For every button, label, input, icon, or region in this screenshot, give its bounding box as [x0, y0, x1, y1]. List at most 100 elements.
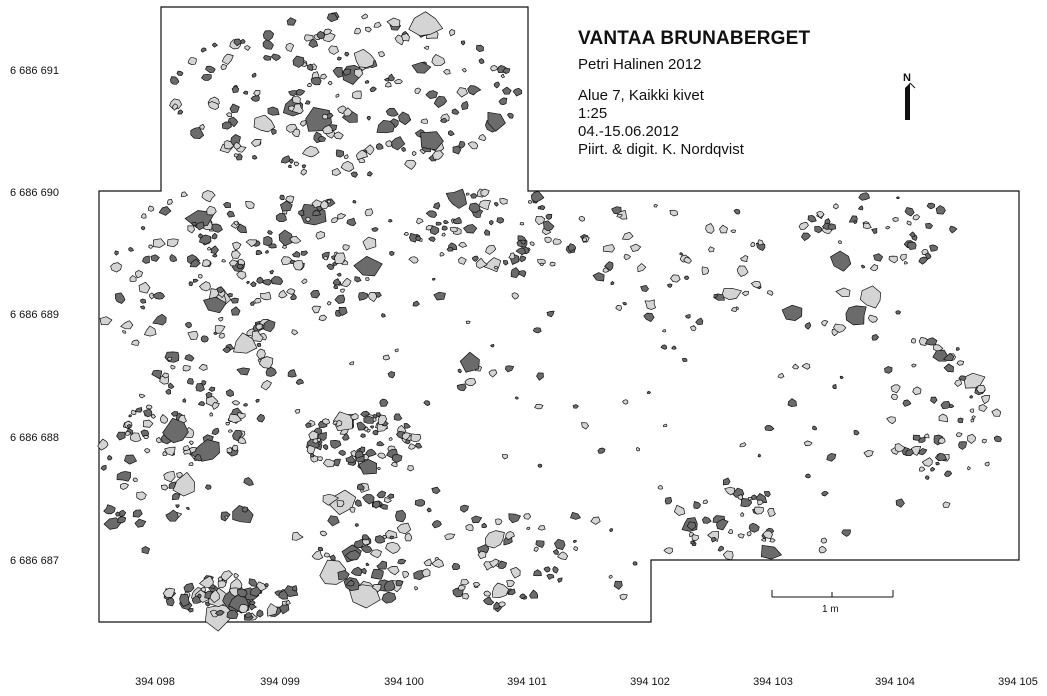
- stone: [480, 188, 490, 197]
- stone: [321, 113, 329, 120]
- stone: [760, 544, 782, 560]
- stone: [187, 608, 194, 613]
- stone: [622, 399, 629, 405]
- stone: [376, 120, 395, 134]
- stone: [826, 453, 837, 462]
- north-label: N: [903, 72, 911, 84]
- stone: [285, 42, 295, 52]
- stone: [380, 313, 386, 318]
- stone: [195, 221, 205, 231]
- stone: [256, 413, 265, 423]
- stone: [389, 251, 395, 256]
- stone: [253, 114, 276, 133]
- stone: [233, 153, 239, 158]
- stone: [411, 151, 417, 157]
- stone: [717, 545, 724, 552]
- stone: [233, 141, 242, 150]
- stone: [397, 558, 407, 565]
- stone: [611, 206, 622, 215]
- stone: [681, 357, 688, 362]
- stone: [378, 51, 385, 57]
- stone: [229, 578, 243, 590]
- stone: [456, 383, 467, 392]
- stone: [568, 243, 576, 252]
- stone: [845, 305, 867, 326]
- stone: [452, 216, 462, 225]
- stone: [924, 252, 932, 260]
- stone: [470, 193, 478, 199]
- stone: [673, 504, 686, 516]
- stone: [167, 238, 179, 248]
- stone: [458, 241, 468, 248]
- stone: [225, 422, 231, 426]
- stone: [984, 461, 990, 467]
- stone: [740, 512, 745, 517]
- stone: [924, 475, 930, 480]
- stone: [395, 580, 404, 587]
- stone: [130, 409, 137, 415]
- stone: [762, 530, 773, 540]
- stone: [170, 76, 180, 85]
- stone: [871, 334, 879, 341]
- stone: [477, 550, 487, 560]
- stone: [507, 112, 514, 119]
- stone: [335, 149, 345, 158]
- map-title: VANTAA BRUNABERGET: [578, 28, 811, 49]
- stone: [107, 455, 113, 461]
- stone: [727, 529, 734, 535]
- stone: [258, 356, 274, 369]
- stone: [375, 143, 384, 150]
- stone: [250, 95, 260, 102]
- stone: [232, 505, 254, 524]
- map-date-note: 04.-15.06.2012: [578, 123, 679, 140]
- scale-bar: [771, 590, 894, 598]
- stone: [97, 438, 109, 451]
- stone: [750, 280, 762, 289]
- stone: [643, 312, 655, 323]
- stone: [971, 415, 976, 420]
- map-title-block: VANTAA BRUNABERGET Petri Halinen 2012 Al…: [578, 28, 810, 159]
- stone: [217, 580, 227, 589]
- stone: [451, 563, 461, 571]
- stone: [151, 369, 163, 380]
- stone: [307, 82, 312, 88]
- stone: [431, 520, 442, 529]
- stone: [853, 430, 860, 436]
- stone: [245, 239, 257, 248]
- stone: [690, 325, 697, 332]
- stone: [200, 335, 209, 343]
- stone: [502, 67, 511, 75]
- stone: [724, 486, 736, 496]
- stone: [613, 580, 623, 590]
- stone: [932, 349, 948, 362]
- stone: [365, 277, 370, 281]
- stone: [355, 149, 368, 161]
- stone: [510, 267, 520, 279]
- stone: [747, 496, 753, 501]
- stone: [746, 530, 752, 537]
- stone: [447, 130, 455, 137]
- stone: [737, 533, 745, 539]
- stone: [816, 210, 825, 219]
- stone: [804, 322, 812, 330]
- stone: [608, 574, 613, 579]
- stone: [919, 466, 926, 472]
- stone: [711, 536, 717, 543]
- stone: [342, 244, 350, 251]
- stone: [161, 372, 169, 379]
- stone: [367, 292, 377, 302]
- stone: [344, 51, 350, 57]
- stone: [471, 515, 483, 524]
- stone: [705, 223, 715, 234]
- stone: [683, 275, 690, 280]
- stone: [233, 220, 239, 226]
- stone: [390, 461, 398, 467]
- stone: [527, 200, 532, 204]
- stone: [372, 429, 379, 436]
- stone: [170, 364, 176, 370]
- stone: [376, 560, 388, 570]
- stone: [537, 463, 543, 468]
- stone: [748, 522, 760, 533]
- stone: [358, 292, 369, 301]
- stone: [465, 320, 471, 324]
